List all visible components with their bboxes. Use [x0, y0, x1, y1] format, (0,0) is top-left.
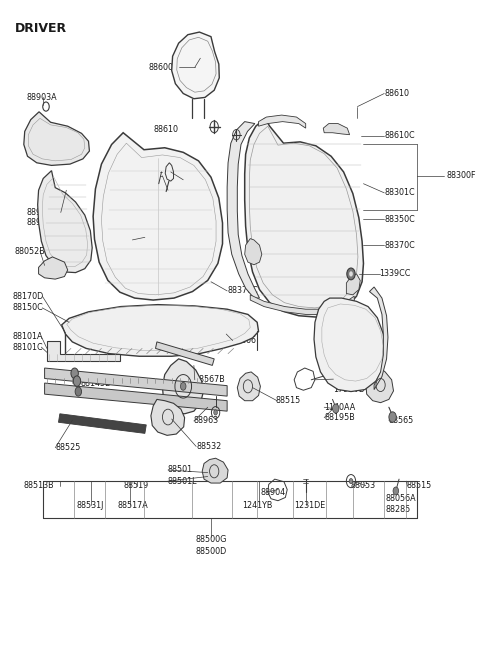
Circle shape	[71, 368, 78, 379]
Text: 88170D: 88170D	[12, 291, 44, 301]
Polygon shape	[202, 458, 228, 483]
Text: 1799JC: 1799JC	[334, 375, 361, 384]
Polygon shape	[151, 400, 185, 436]
Circle shape	[349, 479, 353, 483]
Polygon shape	[162, 359, 203, 414]
Text: 88053: 88053	[350, 481, 376, 490]
Circle shape	[75, 387, 82, 396]
Polygon shape	[24, 112, 89, 166]
Circle shape	[333, 404, 339, 413]
Text: 25367A: 25367A	[81, 390, 111, 399]
Polygon shape	[172, 32, 219, 99]
Text: 88301C: 88301C	[384, 189, 415, 197]
Text: 88166: 88166	[232, 336, 257, 345]
Text: 88355: 88355	[168, 176, 193, 184]
Circle shape	[180, 383, 186, 390]
Text: 88350C: 88350C	[384, 214, 415, 223]
Text: 88517A: 88517A	[118, 501, 148, 510]
Polygon shape	[45, 368, 227, 396]
Text: 88532: 88532	[196, 442, 221, 451]
Text: 1241YB: 1241YB	[242, 501, 273, 510]
Text: 88519: 88519	[123, 481, 148, 490]
Polygon shape	[366, 367, 394, 403]
Text: 88145B: 88145B	[81, 379, 111, 388]
Text: 88904: 88904	[261, 488, 286, 496]
Polygon shape	[156, 342, 214, 365]
Text: 88370C: 88370C	[384, 240, 415, 250]
Text: 88515: 88515	[276, 396, 301, 405]
Polygon shape	[314, 298, 385, 392]
Text: 1339CC: 1339CC	[380, 269, 411, 278]
Text: 88500G: 88500G	[195, 535, 227, 544]
Text: 1140AA: 1140AA	[324, 403, 355, 412]
Text: 88195B: 88195B	[324, 413, 355, 422]
Text: 88370C: 88370C	[227, 286, 258, 295]
Polygon shape	[245, 119, 363, 317]
Text: DRIVER: DRIVER	[14, 22, 67, 35]
Text: 88610: 88610	[154, 125, 179, 134]
Text: 1231DE: 1231DE	[153, 186, 184, 195]
Circle shape	[389, 412, 396, 422]
Text: 88052B: 88052B	[14, 246, 45, 255]
Text: 1799VB: 1799VB	[334, 385, 365, 394]
Text: 88567B: 88567B	[195, 375, 226, 384]
Circle shape	[73, 376, 81, 386]
Circle shape	[347, 268, 355, 280]
Polygon shape	[323, 124, 349, 135]
Text: 88903A: 88903A	[26, 93, 57, 102]
Text: 88350C: 88350C	[132, 235, 163, 244]
Polygon shape	[259, 115, 306, 128]
Text: 88565: 88565	[389, 416, 414, 425]
Polygon shape	[37, 171, 92, 272]
Polygon shape	[347, 274, 360, 295]
Text: 88531J: 88531J	[76, 501, 103, 510]
Text: 88515: 88515	[407, 481, 432, 490]
Polygon shape	[245, 238, 262, 265]
Text: 88610: 88610	[384, 89, 409, 98]
Text: 88525: 88525	[55, 443, 81, 452]
Circle shape	[214, 410, 217, 415]
Text: 88300F: 88300F	[447, 172, 476, 180]
Polygon shape	[47, 341, 120, 362]
Text: 88513B: 88513B	[24, 481, 54, 490]
Polygon shape	[370, 287, 388, 390]
Text: 1231DE: 1231DE	[294, 501, 325, 510]
Polygon shape	[250, 295, 354, 314]
Text: 88901B: 88901B	[26, 218, 57, 227]
Circle shape	[393, 487, 398, 495]
Polygon shape	[59, 414, 146, 434]
Text: 88150C: 88150C	[12, 303, 43, 312]
Polygon shape	[38, 257, 68, 279]
Polygon shape	[227, 122, 260, 298]
Text: 88500D: 88500D	[195, 546, 227, 555]
Text: 88600A: 88600A	[148, 63, 179, 72]
Text: 88963: 88963	[194, 417, 219, 426]
Polygon shape	[237, 372, 261, 401]
Text: 88101C: 88101C	[12, 343, 43, 352]
Text: 88501: 88501	[167, 466, 192, 474]
Text: 88056A: 88056A	[385, 495, 416, 503]
Polygon shape	[93, 133, 223, 300]
Text: 88610C: 88610C	[384, 132, 415, 140]
Text: 88501L: 88501L	[167, 477, 197, 485]
Text: 88285: 88285	[385, 505, 410, 514]
Polygon shape	[45, 383, 227, 411]
Circle shape	[349, 271, 353, 276]
Polygon shape	[62, 305, 259, 356]
Text: 88901E: 88901E	[26, 208, 56, 217]
Text: 88101A: 88101A	[12, 332, 43, 341]
